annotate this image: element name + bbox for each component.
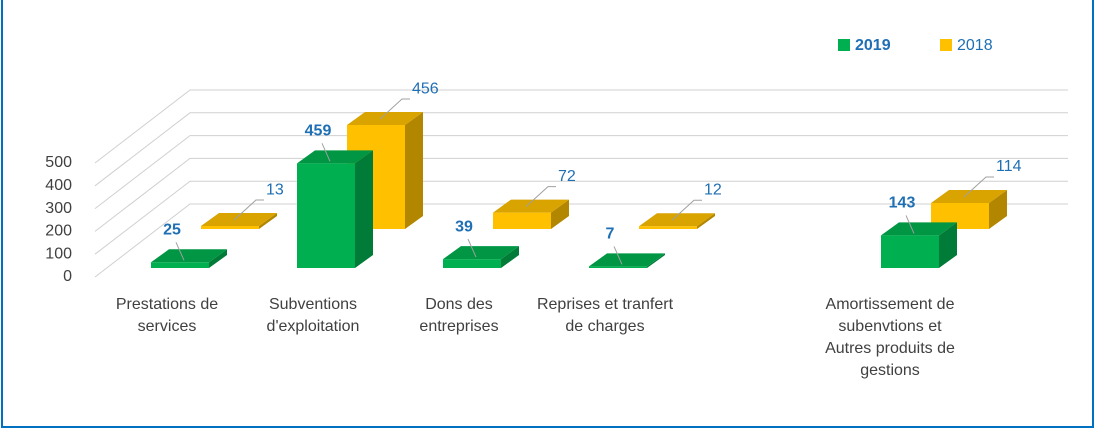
bar-front xyxy=(589,266,647,268)
x-tick-label: Amortissement de subenvtions et Autres p… xyxy=(825,296,955,379)
x-tick-label: Prestations de services xyxy=(115,296,219,335)
data-label: 12 xyxy=(704,181,722,198)
bar-side xyxy=(989,190,1007,229)
x-tick-label: Subventions d'exploitation xyxy=(266,296,360,335)
bar-top xyxy=(443,246,519,260)
leader-line xyxy=(379,98,410,120)
legend-label: 2018 xyxy=(957,37,993,54)
leader-line xyxy=(467,238,477,258)
y-tick-label: 200 xyxy=(45,223,72,240)
bar-side xyxy=(697,213,715,229)
bar-top xyxy=(493,199,569,213)
y-tick-label: 500 xyxy=(45,154,72,171)
bar-front xyxy=(443,259,501,268)
bar-top xyxy=(589,253,665,267)
bar-side xyxy=(939,222,957,268)
bar-top xyxy=(297,150,373,164)
bar-front xyxy=(201,226,259,229)
bar-side xyxy=(501,246,519,268)
bar-top xyxy=(151,249,227,263)
x-tick-label: Dons des entreprises xyxy=(419,296,499,335)
leader-line xyxy=(525,186,556,207)
y-tick-label: 100 xyxy=(45,245,72,262)
bar-top xyxy=(201,213,277,227)
leader-line xyxy=(613,246,623,265)
grid-line xyxy=(94,157,1068,232)
grid-line xyxy=(94,180,1068,255)
bar-front xyxy=(881,235,939,268)
y-tick-label: 0 xyxy=(63,268,72,285)
bar-front xyxy=(151,262,209,268)
data-label: 143 xyxy=(889,195,916,212)
grid-line xyxy=(94,89,1068,164)
bar xyxy=(443,246,519,268)
bar-side xyxy=(355,150,373,268)
bar xyxy=(151,249,227,268)
data-label: 72 xyxy=(558,168,576,185)
bar-top xyxy=(881,222,957,236)
leader-line xyxy=(905,215,915,234)
bar xyxy=(297,150,373,268)
data-label: 456 xyxy=(412,80,439,97)
data-label: 459 xyxy=(305,123,332,140)
bar-side xyxy=(551,199,569,229)
grid-line xyxy=(94,135,1068,209)
legend-label: 2019 xyxy=(855,37,891,54)
grid-line xyxy=(94,112,1068,187)
leader-line xyxy=(233,199,264,221)
legend-swatch xyxy=(940,39,952,51)
bar xyxy=(589,253,665,268)
leader-line xyxy=(321,143,331,162)
bar-top xyxy=(639,213,715,227)
leader-line xyxy=(963,176,994,198)
bar xyxy=(639,213,715,229)
data-label: 7 xyxy=(606,226,615,243)
data-label: 114 xyxy=(996,158,1022,175)
y-tick-label: 400 xyxy=(45,177,72,194)
bar-side xyxy=(209,249,227,268)
grid-line xyxy=(94,203,1068,278)
bar-front xyxy=(639,226,697,229)
bar-front xyxy=(297,163,355,268)
bar-top xyxy=(931,190,1007,204)
bar-side xyxy=(259,213,277,229)
data-label: 25 xyxy=(163,222,181,239)
bar xyxy=(201,213,277,229)
leader-line xyxy=(175,242,185,261)
bar xyxy=(881,222,957,268)
bar-side xyxy=(647,253,665,268)
bar-top xyxy=(347,112,423,126)
bar xyxy=(493,199,569,229)
legend-swatch xyxy=(838,39,850,51)
x-tick-label: Reprises et tranfert de charges xyxy=(536,296,674,335)
bar-side xyxy=(405,112,423,229)
data-label: 13 xyxy=(266,181,284,198)
data-label: 39 xyxy=(455,218,473,235)
bar-front xyxy=(493,212,551,229)
y-tick-label: 300 xyxy=(45,200,72,217)
leader-line xyxy=(671,199,702,221)
